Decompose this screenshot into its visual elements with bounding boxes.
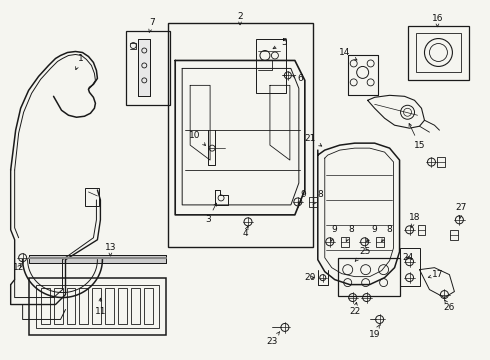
- Bar: [41, 288, 49, 324]
- Text: 19: 19: [369, 325, 380, 339]
- Bar: [53, 288, 63, 324]
- Bar: [450, 230, 458, 240]
- Bar: [416, 32, 462, 72]
- Text: 5: 5: [273, 38, 287, 49]
- Text: 20: 20: [304, 273, 316, 282]
- Bar: [341, 237, 349, 247]
- Bar: [93, 288, 101, 324]
- Text: 18: 18: [409, 213, 420, 228]
- Bar: [28, 255, 166, 263]
- Bar: [126, 31, 170, 105]
- Text: 24: 24: [402, 253, 413, 262]
- Text: 6: 6: [293, 74, 303, 83]
- Text: 22: 22: [349, 302, 360, 316]
- Bar: [438, 157, 445, 167]
- Text: 7: 7: [149, 18, 155, 33]
- Bar: [138, 39, 150, 96]
- Text: 10: 10: [190, 131, 205, 145]
- Text: 16: 16: [432, 14, 443, 27]
- Text: 4: 4: [242, 226, 248, 238]
- Bar: [105, 288, 114, 324]
- Bar: [168, 23, 313, 247]
- Text: 26: 26: [444, 300, 455, 312]
- Bar: [28, 278, 166, 336]
- Text: 9: 9: [330, 225, 338, 241]
- Bar: [144, 288, 153, 324]
- Bar: [79, 288, 89, 324]
- Text: 15: 15: [409, 123, 425, 150]
- Bar: [408, 26, 469, 80]
- Bar: [399, 248, 419, 285]
- Text: 9: 9: [298, 190, 306, 205]
- Text: 1: 1: [75, 54, 83, 69]
- Bar: [256, 39, 286, 93]
- Text: 27: 27: [456, 203, 467, 218]
- Bar: [28, 255, 166, 263]
- Bar: [417, 225, 425, 235]
- Text: 12: 12: [13, 263, 24, 272]
- Text: 14: 14: [339, 48, 357, 60]
- Text: 17: 17: [428, 270, 443, 279]
- Bar: [376, 237, 384, 247]
- Text: 8: 8: [382, 225, 392, 242]
- Text: 9: 9: [367, 225, 377, 242]
- Bar: [67, 288, 75, 324]
- Bar: [309, 197, 317, 207]
- Text: 25: 25: [355, 247, 370, 261]
- Bar: [138, 39, 150, 96]
- Text: 2: 2: [237, 12, 243, 25]
- Text: 23: 23: [266, 332, 280, 346]
- Text: 11: 11: [95, 298, 106, 316]
- Text: 3: 3: [205, 203, 217, 224]
- Text: 13: 13: [105, 243, 116, 256]
- Bar: [119, 288, 127, 324]
- Text: 8: 8: [346, 225, 355, 242]
- Bar: [131, 288, 140, 324]
- Bar: [36, 285, 159, 328]
- Text: 8: 8: [313, 190, 322, 204]
- Bar: [85, 188, 99, 206]
- Bar: [338, 258, 399, 296]
- Text: 21: 21: [304, 134, 322, 146]
